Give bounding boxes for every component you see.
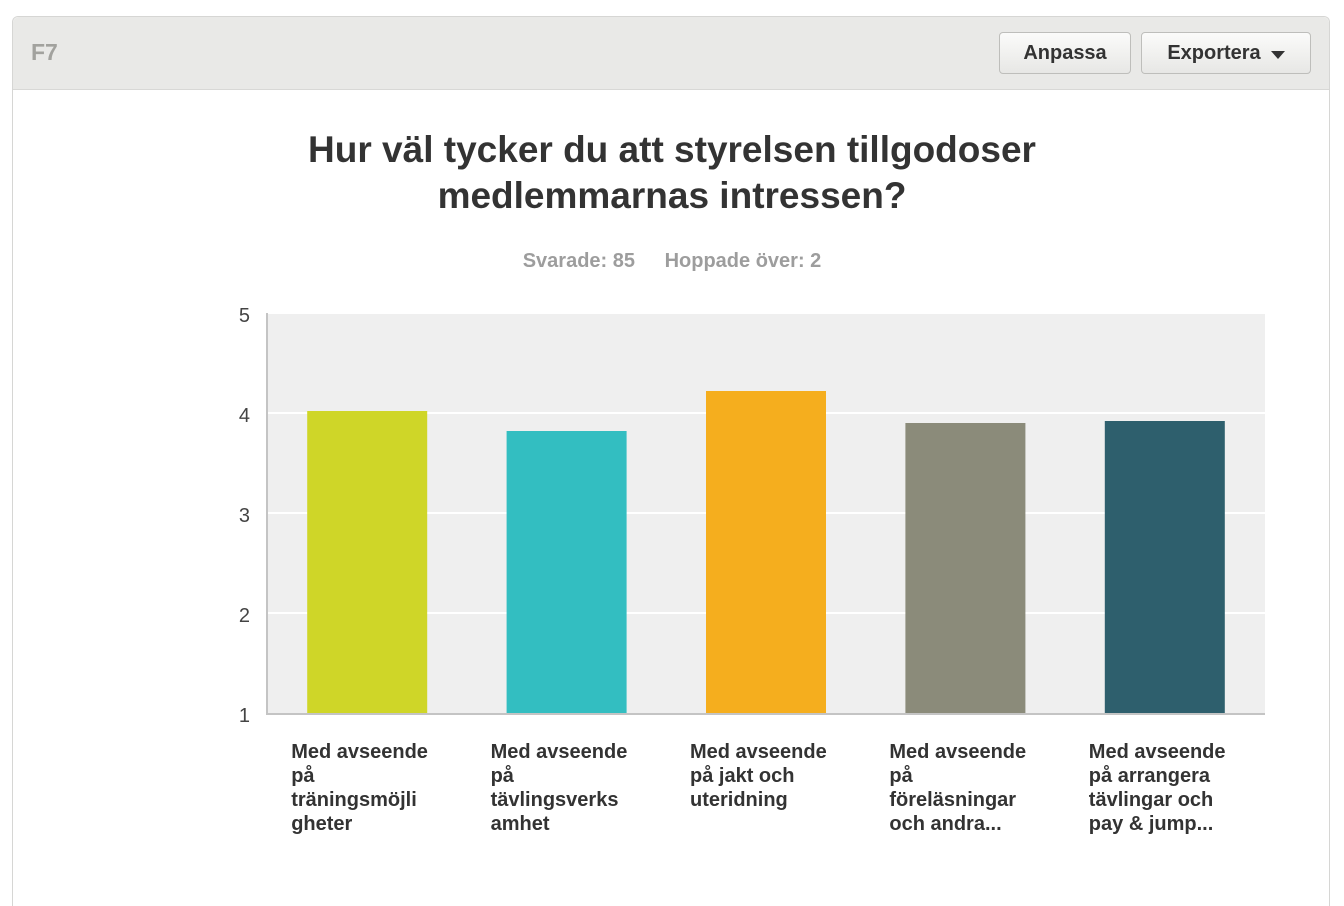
x-category-label-line: föreläsningar [889,789,1016,811]
x-category-label-1: Med avseende på träningsmöjli gheter [291,741,428,835]
x-category-label-line: på arrangera [1089,764,1211,787]
chart-title-line-2: medlemmarnas intressen? [437,175,907,216]
x-category-label-line: tävlingsverks [491,789,619,811]
x-category-label-line: uteridning [690,789,788,811]
x-category-label-line: Med avseende [291,741,428,763]
bar-3 [706,391,826,713]
y-tick-label-1: 2 [239,605,250,627]
x-category-label-5: Med avseende på arrangera tävlingar och pay… [1089,741,1226,835]
x-category-label-line: pay & jump... [1089,813,1213,835]
x-category-label-line: på jakt och [690,764,794,787]
x-category-label-line: Med avseende [889,741,1026,763]
chart-title: Hur väl tycker du att styrelsen tillgodo… [13,127,1331,219]
bar-1 [307,411,428,713]
customize-button[interactable]: Anpassa [999,32,1131,74]
x-category-label-2: Med avseende på tävlingsverks amhet [491,741,628,835]
x-category-label-line: gheter [291,813,352,835]
x-category-label-line: på [491,764,515,787]
y-tick-label-0: 1 [239,705,250,727]
x-category-label-3: Med avseende på jakt och uteridning [690,741,827,811]
answered-count: Svarade: 85 [522,250,636,272]
y-tick-label-2: 3 [239,505,250,527]
x-category-label-line: amhet [491,813,550,835]
x-category-label-line: och andra... [889,813,1001,835]
x-category-label-line: Med avseende [491,741,628,763]
x-category-label-line: på [291,764,315,787]
bar-2 [506,431,627,713]
y-tick-label-3: 4 [239,405,250,427]
x-category-label-line: tävlingar och [1089,789,1213,811]
customize-button-label: Anpassa [1023,41,1107,64]
skipped-count: Hoppade över: 2 [664,250,822,272]
bar-4 [905,423,1026,713]
chart-title-line-1: Hur väl tycker du att styrelsen tillgodo… [308,129,1036,170]
export-button-label: Exportera [1167,41,1261,64]
bar-5 [1104,421,1225,713]
x-category-label-line: Med avseende [1089,741,1226,763]
question-number: F7 [31,39,58,65]
response-stats: Svarade: 85 Hoppade över: 2 [13,250,1331,273]
y-tick-label-4: 5 [239,305,250,327]
x-category-label-4: Med avseende på föreläsningar och andra... [889,741,1026,835]
caret-down-icon [1270,50,1285,59]
export-button[interactable]: Exportera [1141,32,1311,74]
panel-header: F7 Anpassa Exportera [13,17,1329,90]
x-category-label-line: på [889,764,913,787]
x-category-label-line: Med avseende [690,741,827,763]
x-category-label-line: träningsmöjli [291,789,417,811]
